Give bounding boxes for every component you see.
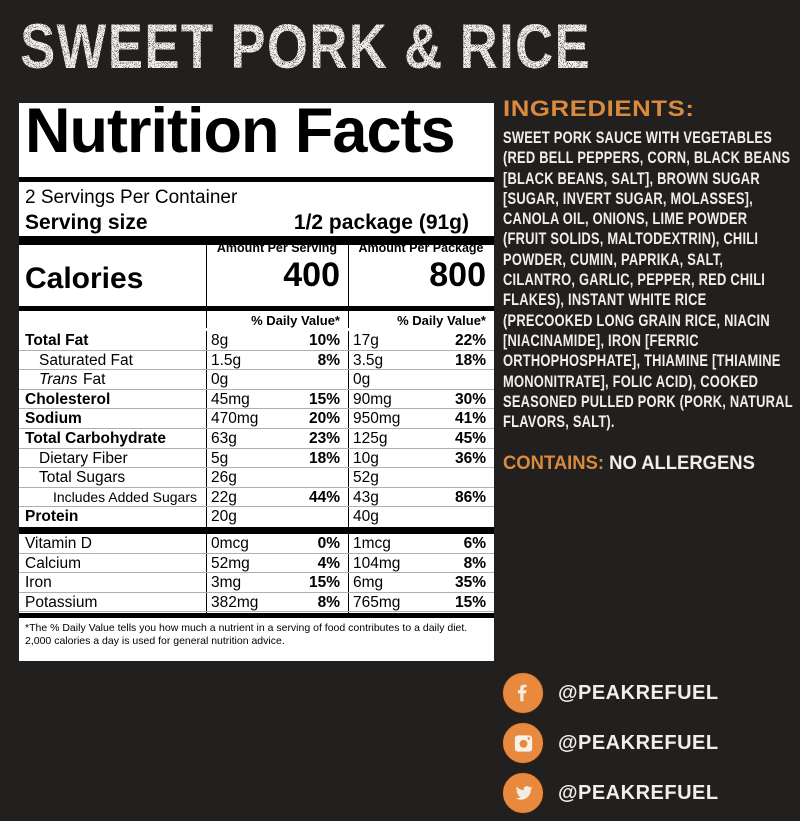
svg-text:SWEET PORK & RICE: SWEET PORK & RICE: [20, 12, 591, 82]
